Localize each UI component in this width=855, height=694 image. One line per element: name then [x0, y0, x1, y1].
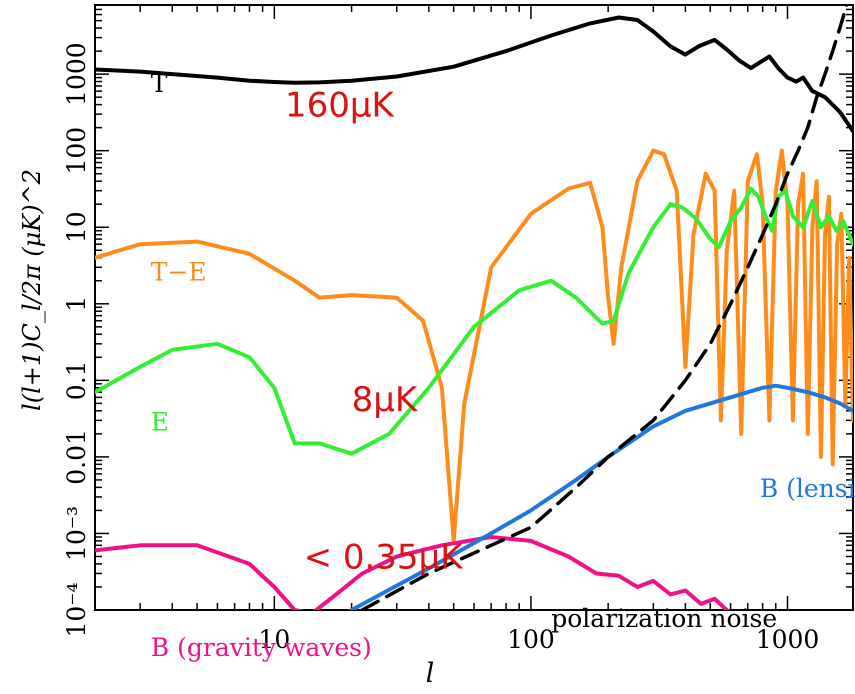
y-axis-label-group: l(l+1)C_l/2π (μK)^2 [18, 169, 46, 411]
y-tick-label: 1 [62, 296, 91, 312]
y-tick-label: 100 [62, 127, 91, 175]
series-line-b-gravity-waves [95, 535, 730, 610]
temperature-annotation: 160μK [285, 85, 396, 125]
series-label: T [151, 69, 168, 98]
temperature-annotation: < 0.35μK [304, 537, 465, 577]
series-label: polarization noise [551, 604, 777, 633]
y-axis-label: l(l+1)C_l/2π (μK)^2 [18, 169, 46, 411]
x-axis-label: l [426, 658, 435, 689]
series-label: E [151, 408, 169, 437]
series-line-t [95, 15, 853, 134]
series-label: B (lensing) [760, 474, 855, 503]
y-tick-label: 1000 [62, 42, 91, 106]
y-tick-label: 10 [62, 211, 91, 243]
y-tick-label: 0.01 [62, 429, 91, 485]
x-tick-label: 1000 [756, 625, 820, 654]
series-line-polarization-noise [360, 5, 849, 610]
y-tick-label: 10⁻³ [62, 506, 91, 561]
series-line-b-lensing [349, 383, 853, 610]
y-tick-label: 0.1 [62, 360, 91, 400]
axis-ticks: 10 100 1000 10⁻⁴ 10⁻³ 0.01 0.1 1 10 100 1000 [62, 4, 853, 654]
series-line-e [95, 186, 853, 456]
data-series [95, 5, 853, 610]
series-label: B (gravity waves) [151, 633, 372, 662]
x-tick-label: 100 [507, 625, 555, 654]
temperature-annotation: 8μK [352, 380, 419, 420]
x-tick-label: 10 [258, 625, 290, 654]
series-labels: T T−E E B (gravity waves) B (lensing) polariz… [151, 69, 855, 662]
series-label: T−E [151, 258, 207, 287]
y-tick-label: 10⁻⁴ [62, 582, 91, 637]
annotations: 160μK 8μK < 0.35μK [285, 85, 464, 577]
